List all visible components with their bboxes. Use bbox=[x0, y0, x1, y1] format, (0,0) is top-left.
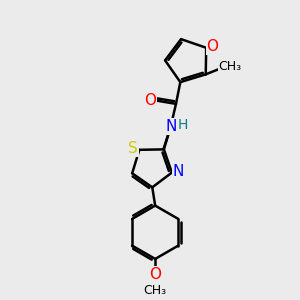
Text: O: O bbox=[144, 93, 156, 108]
Text: S: S bbox=[128, 141, 138, 156]
Text: N: N bbox=[172, 164, 184, 179]
Text: CH₃: CH₃ bbox=[218, 60, 242, 73]
Text: O: O bbox=[207, 39, 219, 54]
Text: N: N bbox=[165, 119, 176, 134]
Text: CH₃: CH₃ bbox=[144, 284, 167, 297]
Text: O: O bbox=[149, 267, 161, 282]
Text: H: H bbox=[178, 118, 188, 132]
